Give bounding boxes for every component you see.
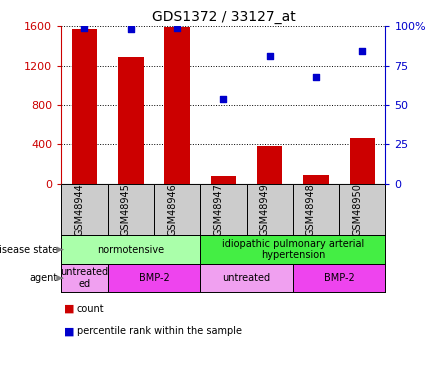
Text: untreated
ed: untreated ed <box>60 267 109 289</box>
Text: GSM48945: GSM48945 <box>121 183 131 236</box>
Text: idiopathic pulmonary arterial
hypertension: idiopathic pulmonary arterial hypertensi… <box>222 239 364 260</box>
Bar <box>61 184 108 235</box>
Bar <box>200 264 293 292</box>
Point <box>266 53 273 59</box>
Bar <box>303 175 328 184</box>
Point <box>81 25 88 31</box>
Text: GSM48948: GSM48948 <box>306 183 316 236</box>
Bar <box>72 29 97 184</box>
Point <box>359 48 366 54</box>
Point <box>220 96 227 102</box>
Bar <box>108 264 200 292</box>
Text: untreated: untreated <box>223 273 271 283</box>
Point <box>173 25 180 31</box>
Point <box>127 26 134 32</box>
Text: ■: ■ <box>64 326 74 336</box>
Text: BMP-2: BMP-2 <box>138 273 170 283</box>
Text: BMP-2: BMP-2 <box>324 273 354 283</box>
Text: GSM48950: GSM48950 <box>352 183 362 236</box>
Bar <box>118 57 144 184</box>
Text: GSM48947: GSM48947 <box>213 183 223 236</box>
Bar <box>339 184 385 235</box>
Bar <box>293 184 339 235</box>
Bar <box>200 184 247 235</box>
Bar <box>61 264 108 292</box>
Bar <box>257 146 283 184</box>
Bar <box>154 184 200 235</box>
Bar <box>61 235 200 264</box>
Bar <box>293 264 385 292</box>
Text: GSM48946: GSM48946 <box>167 183 177 236</box>
Text: GSM48944: GSM48944 <box>74 183 85 236</box>
Bar <box>211 176 236 184</box>
Bar <box>350 138 375 184</box>
Bar <box>200 235 385 264</box>
Text: normotensive: normotensive <box>97 244 164 255</box>
Text: percentile rank within the sample: percentile rank within the sample <box>77 326 242 336</box>
Text: agent: agent <box>30 273 58 283</box>
Bar <box>108 184 154 235</box>
Text: count: count <box>77 304 104 314</box>
Point <box>312 74 319 80</box>
Text: GSM48949: GSM48949 <box>260 183 270 236</box>
Text: disease state: disease state <box>0 244 58 255</box>
Bar <box>164 27 190 184</box>
Text: ■: ■ <box>64 304 74 314</box>
Bar <box>247 184 293 235</box>
Title: GDS1372 / 33127_at: GDS1372 / 33127_at <box>152 10 295 24</box>
